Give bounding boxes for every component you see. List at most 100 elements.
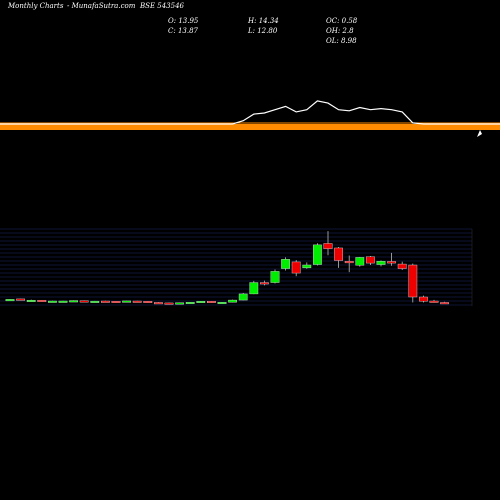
candle [291, 260, 301, 277]
candle-body [228, 299, 237, 303]
candle [175, 302, 184, 305]
candle-body [397, 263, 407, 269]
candle [100, 300, 110, 303]
candle-body [196, 301, 206, 303]
candle [206, 301, 216, 303]
candle-body [48, 300, 57, 303]
open-label: O: 13.95 [168, 17, 199, 25]
candle-body [387, 261, 396, 264]
candle [164, 302, 174, 305]
candle [48, 300, 57, 303]
candle [37, 299, 47, 302]
band-marker-icon [477, 130, 482, 137]
price-grid [0, 228, 472, 306]
candle [334, 247, 343, 268]
candle [69, 300, 79, 303]
candle-body [429, 300, 439, 303]
candle-body [302, 264, 312, 269]
candle-body [132, 300, 142, 303]
band-bar [0, 124, 500, 130]
candle-body [270, 271, 280, 283]
oc-label: OC: 0.58 [326, 17, 358, 25]
candle [111, 301, 121, 303]
candle [408, 263, 418, 303]
candle-body [249, 282, 259, 295]
candle-body [206, 301, 216, 303]
candles [5, 231, 449, 305]
candle [5, 299, 15, 302]
candle-body [185, 302, 195, 304]
candle [217, 301, 227, 304]
candle [387, 252, 396, 266]
candle-body [323, 243, 333, 249]
candle [238, 292, 248, 301]
candle-body [334, 247, 343, 261]
candle-body [164, 302, 174, 305]
candle [302, 262, 312, 269]
candle-body [69, 300, 79, 303]
candle [355, 256, 365, 267]
candle-body [143, 301, 153, 303]
candle-body [355, 257, 365, 266]
candle-body [238, 293, 248, 301]
candle [196, 301, 206, 303]
candle-body [175, 302, 184, 305]
candle-body [260, 282, 269, 285]
candle-body [100, 300, 110, 303]
close-label: C: 13.87 [168, 27, 199, 35]
candle-body [281, 259, 290, 269]
candle [122, 300, 132, 303]
candle-body [79, 300, 89, 303]
candle [397, 261, 407, 270]
candle [153, 302, 163, 305]
candle-body [419, 296, 428, 302]
candle-body [440, 302, 449, 305]
candle-body [90, 300, 100, 303]
candle-body [153, 302, 163, 305]
candle-body [217, 302, 227, 304]
candle [313, 243, 322, 266]
candle-body [408, 264, 418, 298]
candle-body [26, 299, 36, 302]
candle [419, 295, 428, 303]
candle-body [122, 300, 132, 303]
symbol-label: BSE 543546 [139, 2, 185, 10]
candle [90, 300, 100, 303]
candle [16, 298, 25, 301]
candle-body [344, 261, 354, 264]
candle-body [313, 244, 322, 265]
ol-label: OL: 8.98 [326, 37, 357, 45]
candle [143, 301, 153, 303]
chart-header: Monthly Charts - MunafaSutra.com BSE 543… [7, 2, 358, 45]
site-label: - MunafaSutra.com [67, 2, 136, 10]
oh-label: OH: 2.8 [326, 27, 354, 35]
candle [366, 256, 375, 266]
candle-body [58, 300, 68, 303]
candle [344, 255, 354, 273]
candle-body [291, 261, 301, 274]
brand-label: Monthly Charts [7, 2, 64, 10]
candle [185, 302, 195, 304]
candle [429, 299, 439, 303]
candle-body [16, 298, 25, 301]
candle [58, 300, 68, 303]
candle [323, 231, 333, 256]
candle-body [37, 299, 47, 302]
overlay-line [0, 100, 500, 125]
candle-body [366, 256, 375, 264]
candle-body [376, 261, 386, 265]
candle [249, 280, 259, 295]
candle [26, 299, 36, 302]
low-label: L: 12.80 [247, 27, 278, 35]
candle [376, 260, 386, 267]
candle-body [5, 299, 15, 302]
candle [440, 301, 449, 305]
candle [281, 257, 290, 271]
high-label: H: 14.34 [247, 17, 279, 25]
candle-body [111, 301, 121, 303]
candle [79, 300, 89, 303]
candle [260, 280, 269, 286]
candle [132, 300, 142, 303]
